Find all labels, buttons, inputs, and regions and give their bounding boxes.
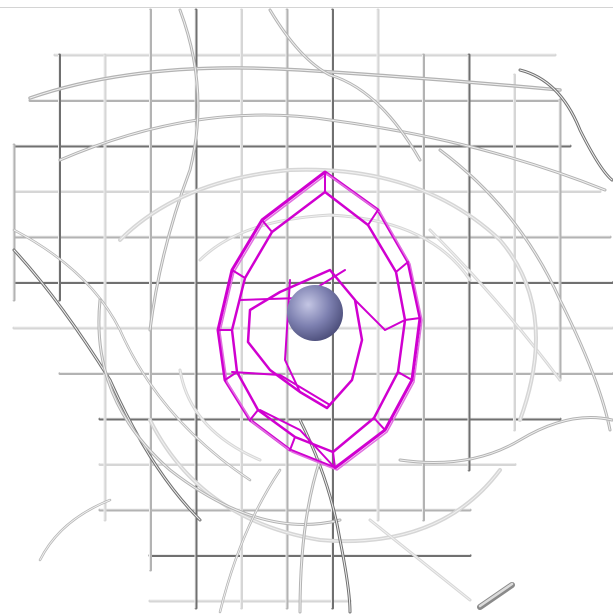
viewport-top-border [0,7,613,8]
mesh-curve [268,8,422,162]
contour-rib [259,409,336,469]
contour-strut [397,371,413,381]
contour-strut [261,219,273,233]
mesh-curve-highlight [439,149,611,431]
mesh-curve-highlight [429,229,561,381]
contour-strut [224,371,238,381]
mesh-curve [398,416,613,464]
mesh-curve-highlight [149,419,501,542]
contour-strut [289,436,296,451]
contour-rib [354,299,406,331]
mesh-curve-highlight [59,114,606,191]
mesh-curve-highlight [219,469,281,613]
mesh-curve-highlight [199,214,471,281]
mesh-curve-highlight [39,499,111,561]
mesh-curve-highlight [98,299,341,525]
grey-density-mesh-curves [12,8,613,614]
mesh-curve [218,468,282,614]
mesh-curve-highlight [399,417,613,463]
mesh-curve-highlight [119,169,537,421]
contour-strut [404,317,421,321]
mesh-curve-highlight [29,67,561,99]
mesh-curve [12,248,202,522]
mesh-curve-highlight [519,69,613,181]
central-atom-sphere[interactable] [287,285,343,341]
mesh-curve-highlight [299,419,351,613]
contour-strut [231,269,246,279]
mesh-curve-highlight [13,249,201,521]
contour-strut [249,409,259,421]
contour-strut [373,417,386,431]
mesh-curve-highlight [149,9,199,331]
contour-strut [332,451,336,469]
contour-strut [395,261,409,273]
mesh-curve-highlight [299,459,321,613]
contour-shell-outer [216,170,422,470]
mesh-curve [428,228,562,382]
bond-stick [477,582,515,610]
mesh-curve-highlight [13,229,251,481]
contour-strut [367,209,379,226]
mesh-curve-highlight [179,369,261,461]
contour-rib [231,371,331,406]
mesh-curve-highlight [269,9,421,161]
mesh-curve-highlight [369,519,471,601]
mesh-curve [298,458,322,614]
contour-shell-outer-highlight [219,173,423,471]
